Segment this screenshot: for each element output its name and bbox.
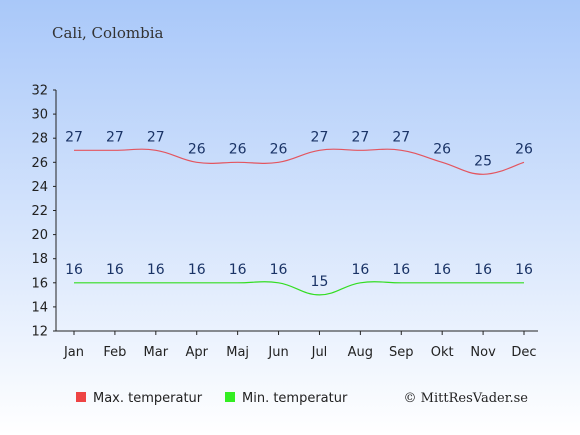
min-temp-data-label: 16: [351, 262, 369, 278]
max-temp-data-label: 27: [392, 129, 410, 145]
min-temp-data-label: 16: [229, 262, 247, 278]
min-temp-data-label: 16: [433, 262, 451, 278]
x-tick-label: Jan: [63, 345, 84, 360]
max-temp-data-label: 27: [311, 129, 329, 145]
min-temp-data-label: 16: [188, 262, 206, 278]
x-tick-label: Dec: [511, 345, 536, 360]
max-temp-data-label: 27: [351, 129, 369, 145]
x-tick-label: Feb: [103, 345, 126, 360]
y-tick-label: 30: [31, 108, 48, 123]
min-temp-data-label: 16: [270, 262, 288, 278]
min-temp-line: [73, 281, 524, 296]
place-title: Cali, Colombia: [52, 24, 164, 42]
max-temp-data-label: 27: [65, 129, 83, 145]
min-temp-data-label: 16: [147, 262, 165, 278]
max-temp-data-label: 26: [229, 141, 247, 157]
series-layer: 27 27 27 26 26 26 27 27 27 26 25 26 16 16 16 16 16 16 15 16…: [65, 129, 533, 296]
legend-label-max: Max. temperatur: [93, 391, 203, 406]
y-tick-label: 22: [31, 204, 48, 219]
x-tick-label: Mar: [144, 345, 169, 360]
y-tick-label: 20: [31, 228, 48, 243]
x-tick-label: Jun: [267, 345, 288, 360]
max-temp-line: [73, 148, 525, 175]
legend-swatch-max: [76, 392, 86, 402]
x-tick-label: Maj: [226, 345, 249, 360]
min-temp-data-label: 16: [65, 262, 83, 278]
x-tick-label: Jul: [311, 345, 328, 360]
y-tick-label: 26: [31, 156, 48, 171]
max-temp-data-label: 26: [270, 141, 288, 157]
min-temp-data-label: 16: [392, 262, 410, 278]
legend-label-min: Min. temperatur: [242, 391, 348, 406]
y-tick-label: 18: [31, 252, 48, 267]
max-temp-data-label: 27: [106, 129, 124, 145]
min-temp-data-label: 16: [106, 262, 124, 278]
max-temp-data-label: 26: [188, 141, 206, 157]
copyright-text: © MittResVader.se: [404, 391, 529, 406]
max-temp-data-label: 25: [474, 153, 492, 169]
x-tick-label: Aug: [348, 345, 373, 360]
x-tick-label: Apr: [185, 345, 208, 360]
y-tick-label: 16: [31, 276, 48, 291]
x-tick-label: Sep: [389, 345, 414, 360]
max-temp-data-label: 27: [147, 129, 165, 145]
max-temp-data-label: 26: [433, 141, 451, 157]
min-temp-data-label: 16: [515, 262, 533, 278]
max-temp-data-label: 26: [515, 141, 533, 157]
axes: 12 14 16 18 20 22 24 26 28 30 32 Jan Feb Mar Apr Maj Jun…: [31, 84, 538, 360]
min-temp-data-label: 16: [474, 262, 492, 278]
min-temp-data-label: 15: [311, 274, 329, 290]
y-tick-label: 32: [31, 84, 48, 99]
x-tick-label: Okt: [431, 345, 454, 360]
legend-swatch-min: [225, 392, 235, 402]
y-tick-label: 12: [31, 325, 48, 340]
y-tick-label: 28: [31, 132, 48, 147]
y-tick-label: 24: [31, 180, 48, 195]
legend: Max. temperatur Min. temperatur: [76, 391, 348, 406]
x-tick-label: Nov: [470, 345, 496, 360]
y-tick-label: 14: [31, 300, 48, 315]
